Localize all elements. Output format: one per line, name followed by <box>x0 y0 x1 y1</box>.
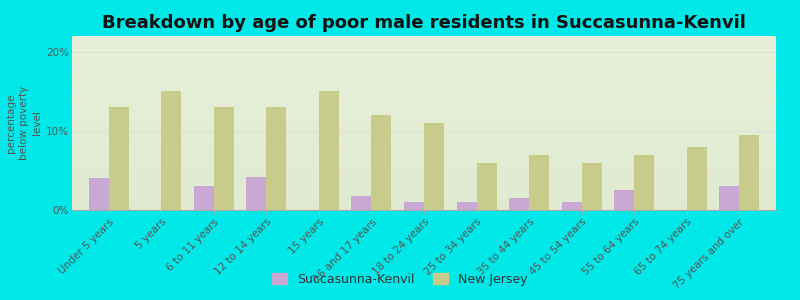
Bar <box>529 154 549 210</box>
Bar <box>739 135 759 210</box>
Bar <box>319 92 339 210</box>
Bar <box>424 123 444 210</box>
Bar <box>266 107 286 210</box>
Bar <box>634 154 654 210</box>
Bar <box>404 202 424 210</box>
Bar <box>477 163 497 210</box>
Bar <box>162 92 182 210</box>
Bar <box>109 107 129 210</box>
Bar <box>582 163 602 210</box>
Bar <box>614 190 634 210</box>
Title: Breakdown by age of poor male residents in Succasunna-Kenvil: Breakdown by age of poor male residents … <box>102 14 746 32</box>
Bar <box>457 202 477 210</box>
Bar <box>562 202 582 210</box>
Bar <box>371 115 391 210</box>
Bar <box>194 186 214 210</box>
Bar <box>686 147 706 210</box>
Legend: Succasunna-Kenvil, New Jersey: Succasunna-Kenvil, New Jersey <box>267 268 533 291</box>
Bar <box>214 107 234 210</box>
Bar <box>351 196 371 210</box>
Bar <box>719 186 739 210</box>
Bar <box>246 177 266 210</box>
Bar <box>89 178 109 210</box>
Y-axis label: percentage
below poverty
level: percentage below poverty level <box>6 86 42 160</box>
Bar <box>509 198 529 210</box>
